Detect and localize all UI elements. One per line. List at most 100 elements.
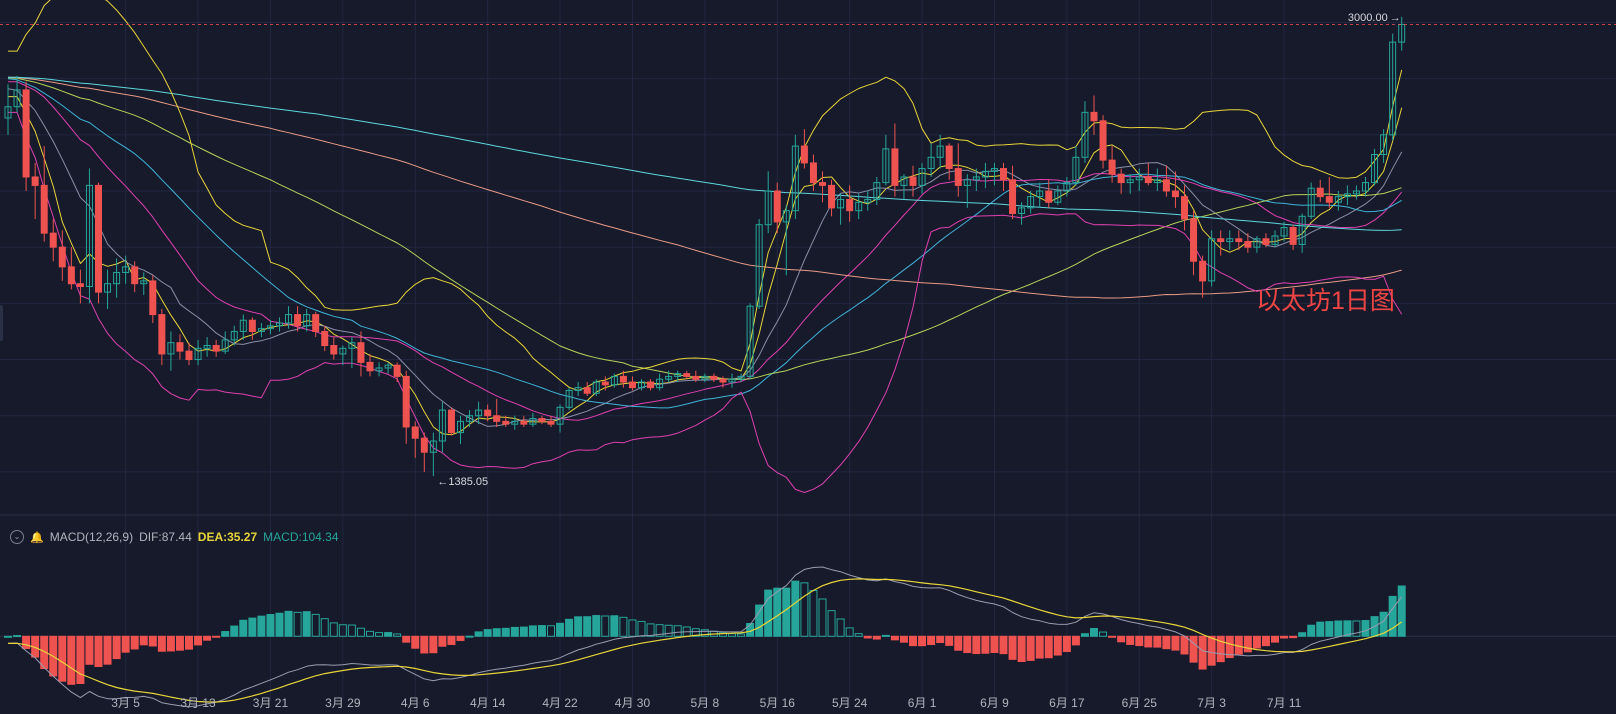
macd-histogram-bar — [266, 614, 275, 637]
macd-histogram-bar — [836, 618, 845, 637]
macd-histogram-bar — [1261, 635, 1270, 647]
x-tick-label: 3月 21 — [253, 696, 289, 710]
candle-down — [357, 342, 365, 363]
collapse-chevron-icon[interactable]: ⌄ — [10, 530, 24, 544]
macd-legend: ⌄ 🔔 MACD(12,26,9) DIF:87.44 DEA:35.27 MA… — [10, 528, 339, 546]
candle-down — [1217, 238, 1225, 243]
macd-histogram-bar — [194, 635, 203, 646]
macd-histogram-bar — [94, 635, 103, 667]
macd-histogram-bar — [755, 604, 764, 637]
candle-down — [1090, 111, 1098, 122]
alert-bell-icon[interactable]: 🔔 — [30, 531, 44, 544]
candle-down — [158, 314, 166, 355]
candle-up — [972, 176, 980, 181]
candle-down — [22, 89, 30, 178]
macd-histogram-bar — [1352, 620, 1361, 637]
candle-up — [257, 328, 265, 332]
candle-up — [429, 440, 437, 453]
candle-up — [4, 106, 12, 119]
candle-up — [1036, 190, 1044, 198]
candle-down — [49, 232, 57, 248]
macd-histogram-bar — [1044, 635, 1053, 659]
candle-up — [1063, 182, 1071, 192]
macd-histogram-bar — [230, 625, 239, 637]
macd-histogram-bar — [1361, 619, 1370, 637]
dea-value-label: DEA:35.27 — [197, 530, 258, 544]
candle-down — [312, 314, 320, 332]
macd-histogram-bar — [85, 635, 94, 665]
candle-up — [1081, 111, 1089, 158]
candle-down — [1171, 190, 1179, 198]
macd-histogram-bar — [537, 625, 546, 637]
candle-down — [954, 168, 962, 186]
macd-histogram-bar — [139, 635, 148, 646]
macd-histogram-bar — [366, 630, 374, 637]
candle-up — [1334, 196, 1342, 203]
macd-histogram-bar — [4, 635, 12, 638]
macd-histogram-bar — [601, 615, 610, 637]
macd-histogram-bar — [927, 635, 936, 646]
macd-histogram-bar — [1153, 635, 1162, 648]
candle-down — [619, 375, 627, 383]
dif-value-label: DIF:87.44 — [139, 530, 192, 544]
macd-histogram-bar — [764, 589, 773, 637]
candle-up — [837, 198, 845, 209]
macd-histogram-bar — [1388, 595, 1397, 637]
candle-down — [809, 162, 817, 184]
candle-down — [1325, 196, 1333, 203]
macd-value-label: MACD:104.34 — [263, 530, 339, 544]
bollinger-upper-line — [8, 0, 1403, 392]
low-price-label: 1385.05 — [448, 476, 488, 488]
candle-up — [1208, 238, 1216, 282]
candle-down — [420, 437, 428, 453]
candle-down — [131, 266, 139, 285]
macd-histogram-bar — [1062, 635, 1071, 652]
candle-up — [918, 168, 926, 186]
candle-up — [981, 170, 989, 178]
macd-histogram-bar — [1271, 635, 1279, 643]
macd-histogram-bar — [248, 617, 257, 637]
macd-histogram-bar — [918, 635, 927, 647]
macd-histogram-bar — [356, 627, 365, 637]
x-tick-label: 3月 13 — [180, 696, 216, 710]
panel-resize-handle[interactable] — [0, 305, 3, 341]
candle-down — [773, 190, 781, 223]
candle-up — [1253, 238, 1261, 248]
macd-histogram-bar — [673, 625, 682, 637]
candle-up — [239, 319, 247, 332]
macd-histogram-bar — [999, 635, 1008, 655]
macd-histogram-bar — [1334, 620, 1343, 637]
x-tick-label: 3月 5 — [111, 696, 140, 710]
candle-up — [1380, 134, 1388, 155]
candle-down — [1144, 176, 1152, 184]
macd-histogram-bar — [284, 610, 293, 637]
candle-down — [31, 176, 39, 186]
x-tick-label: 5月 8 — [691, 696, 720, 710]
x-tick-label: 7月 11 — [1267, 696, 1302, 710]
candle-up — [1389, 41, 1397, 136]
macd-histogram-bar — [1126, 635, 1135, 645]
x-axis: 3月 5 3月 13 3月 21 3月 29 4月 6 4月 14 4月 22 4月 30 5月… — [111, 696, 1301, 710]
candle-down — [1262, 238, 1270, 245]
x-tick-label: 3月 29 — [325, 696, 361, 710]
candle-up — [592, 381, 600, 394]
macd-histogram-bar — [981, 635, 990, 654]
macd-histogram-bar — [1325, 621, 1334, 637]
candle-up — [303, 314, 311, 327]
candle-up — [873, 182, 881, 200]
macd-histogram-bar — [1171, 635, 1180, 651]
candle-down — [294, 314, 302, 327]
macd-histogram-bar — [854, 633, 863, 637]
macd-histogram-bar — [329, 622, 338, 637]
macd-histogram-bar — [945, 635, 954, 646]
candle-up — [990, 168, 998, 172]
candle-up — [656, 378, 664, 389]
candle-down — [1000, 168, 1007, 181]
candle-down — [828, 184, 836, 209]
macd-histogram-bar — [1108, 635, 1117, 638]
macd-histogram-bar — [583, 616, 592, 637]
macd-histogram-bar — [881, 634, 890, 637]
macd-histogram-bar — [76, 635, 85, 685]
